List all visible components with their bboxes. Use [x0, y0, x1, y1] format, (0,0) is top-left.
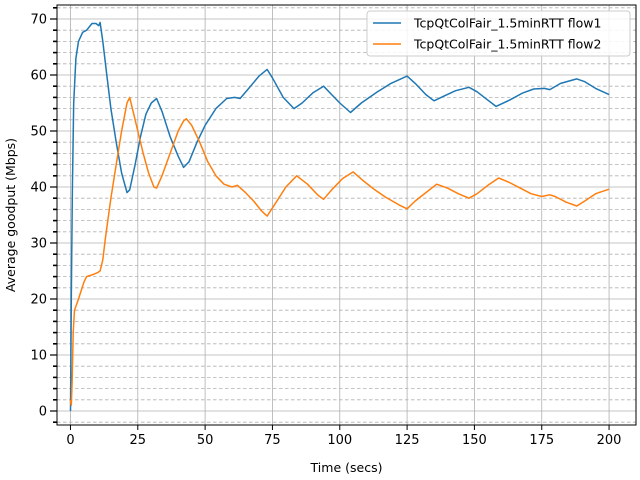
x-tick-label: 0: [66, 433, 74, 448]
y-tick-label: 0: [39, 405, 47, 420]
legend-label-flow1: TcpQtColFair_1.5minRTT flow1: [413, 16, 601, 31]
y-tick-label: 20: [30, 293, 47, 308]
x-axis-title: Time (secs): [310, 460, 383, 475]
x-tick-label: 50: [197, 433, 214, 448]
y-tick-label: 10: [30, 349, 47, 364]
legend-box: [366, 10, 631, 57]
x-tick-label: 25: [130, 433, 147, 448]
x-tick-label: 125: [395, 433, 420, 448]
series-line-flow2: [69, 96, 610, 407]
y-tick-label: 30: [30, 237, 47, 252]
legend-label-flow2: TcpQtColFair_1.5minRTT flow2: [413, 37, 601, 52]
y-axis-title: Average goodput (Mbps): [3, 138, 18, 292]
y-tick-label: 40: [30, 181, 47, 196]
legend: TcpQtColFair_1.5minRTT flow1 TcpQtColFair…: [366, 10, 631, 57]
x-tick-label: 150: [462, 433, 487, 448]
x-tick-label: 75: [264, 433, 281, 448]
x-tick-label: 100: [327, 433, 352, 448]
y-tick-label: 70: [30, 13, 47, 28]
series-line-flow1: [69, 21, 610, 412]
series-lines: [69, 21, 610, 412]
plot-frame: [56, 4, 637, 426]
y-tick-label: 50: [30, 125, 47, 140]
ticks: [50, 7, 610, 430]
x-tick-label: 175: [529, 433, 554, 448]
grid: [57, 5, 636, 425]
x-tick-label: 200: [597, 433, 622, 448]
y-tick-label: 60: [30, 69, 47, 84]
tick-labels: 0 10 20 30 40 50 60 70 0 25 50 75 100 125 150 175 200: [30, 13, 621, 449]
